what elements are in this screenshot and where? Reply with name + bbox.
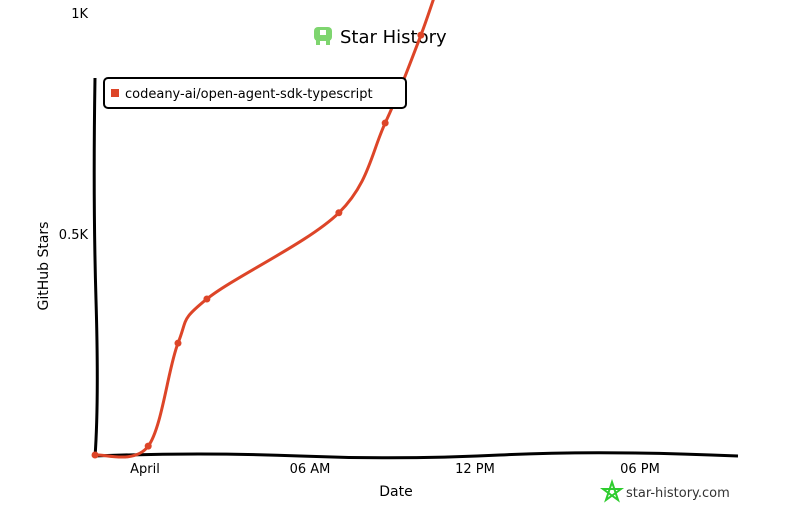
y-axis	[92, 77, 99, 458]
legend-label: codeany-ai/open-agent-sdk-typescript	[125, 87, 373, 102]
data-point[interactable]	[381, 119, 389, 127]
data-point[interactable]	[203, 295, 211, 303]
x-tick-label: 06 AM	[290, 462, 331, 477]
chart-title: Star History	[314, 27, 447, 48]
y-axis-label: GitHub Stars	[36, 222, 52, 311]
data-point[interactable]	[144, 442, 152, 450]
x-axis-label: Date	[379, 484, 412, 500]
title-text: Star History	[340, 27, 447, 48]
watermark[interactable]: star-history.com	[599, 478, 730, 503]
y-tick-label: 1K	[71, 7, 88, 22]
watermark-text[interactable]: star-history.com	[626, 486, 730, 501]
legend-box	[103, 77, 407, 109]
legend-swatch	[111, 89, 119, 97]
legend: codeany-ai/open-agent-sdk-typescript	[103, 77, 407, 109]
x-axis	[93, 451, 739, 460]
x-tick-label: 12 PM	[455, 462, 495, 477]
y-tick-label: 0.5K	[59, 228, 89, 243]
data-point[interactable]	[335, 209, 343, 217]
star-history-logo-icon	[314, 27, 332, 45]
x-tick-label: April	[130, 462, 160, 477]
series-line	[93, 0, 435, 459]
star-icon	[599, 478, 625, 503]
data-point[interactable]	[91, 451, 99, 459]
data-point[interactable]	[417, 31, 425, 39]
x-tick-label: 06 PM	[620, 462, 660, 477]
data-point[interactable]	[174, 339, 182, 347]
